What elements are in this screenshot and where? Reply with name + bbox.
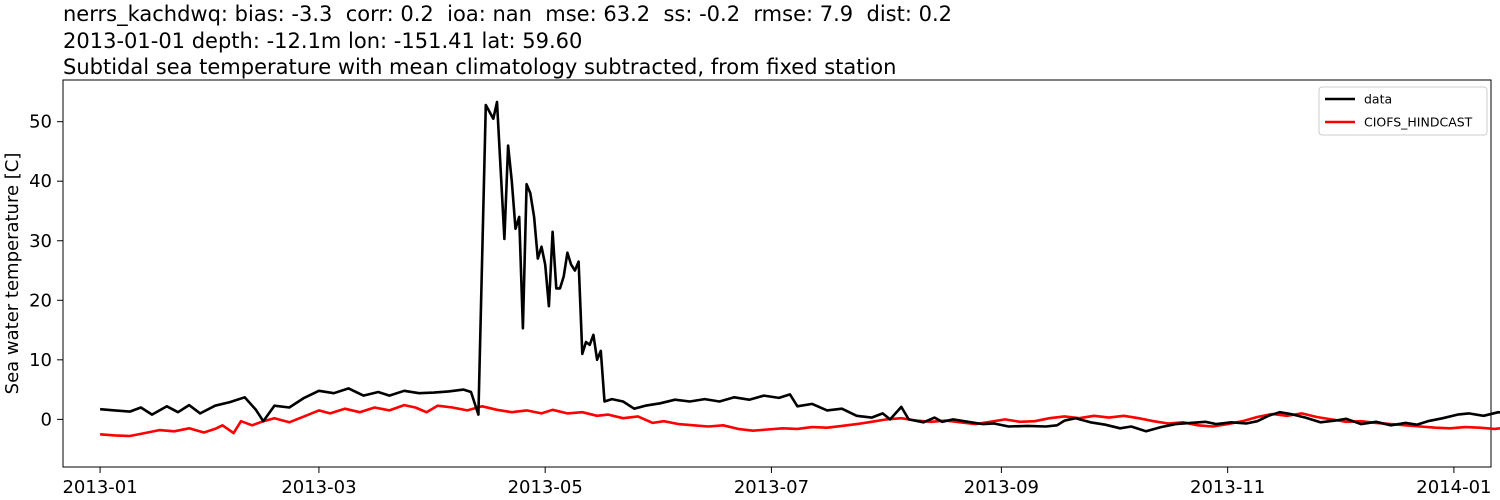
x-tick-label: 2013-03 [281,477,356,498]
legend-box [1318,86,1488,136]
plot-frame [62,79,1492,468]
chart-title-line-2: 2013-01-01 depth: -12.1m lon: -151.41 la… [63,29,583,53]
x-tick-label: 2013-11 [1190,477,1265,498]
chart-title-line-3: Subtidal sea temperature with mean clima… [63,55,897,79]
y-tick-label: 40 [29,171,52,192]
y-tick-label: 50 [29,112,52,133]
series-line-ciofs-hindcast [100,403,1500,438]
y-axis: 0 10 20 30 40 50 [29,112,63,430]
plot-area [62,79,1492,468]
y-tick-label: 20 [29,290,52,311]
y-tick-label: 30 [29,231,52,252]
x-tick-label: 2013-01 [62,477,137,498]
legend: data CIOFS_HINDCAST [1318,86,1488,136]
x-tick-label: 2013-09 [964,477,1039,498]
x-tick-label: 2014-01 [1416,477,1491,498]
x-axis: 2013-01 2013-03 2013-05 2013-07 2013-09 2013-… [62,467,1492,498]
series-line-data [99,100,1500,433]
x-tick-label: 2013-05 [508,477,583,498]
series-layer [99,100,1500,438]
y-tick-label: 0 [41,409,52,430]
y-tick-label: 10 [29,350,52,371]
x-tick-label: 2013-07 [734,477,809,498]
y-axis-label: Sea water temperature [C] [2,153,23,395]
legend-label: CIOFS_HINDCAST [1364,115,1473,130]
legend-label: data [1364,92,1392,107]
chart-title-line-1: nerrs_kachdwq: bias: -3.3 corr: 0.2 ioa:… [63,2,952,26]
